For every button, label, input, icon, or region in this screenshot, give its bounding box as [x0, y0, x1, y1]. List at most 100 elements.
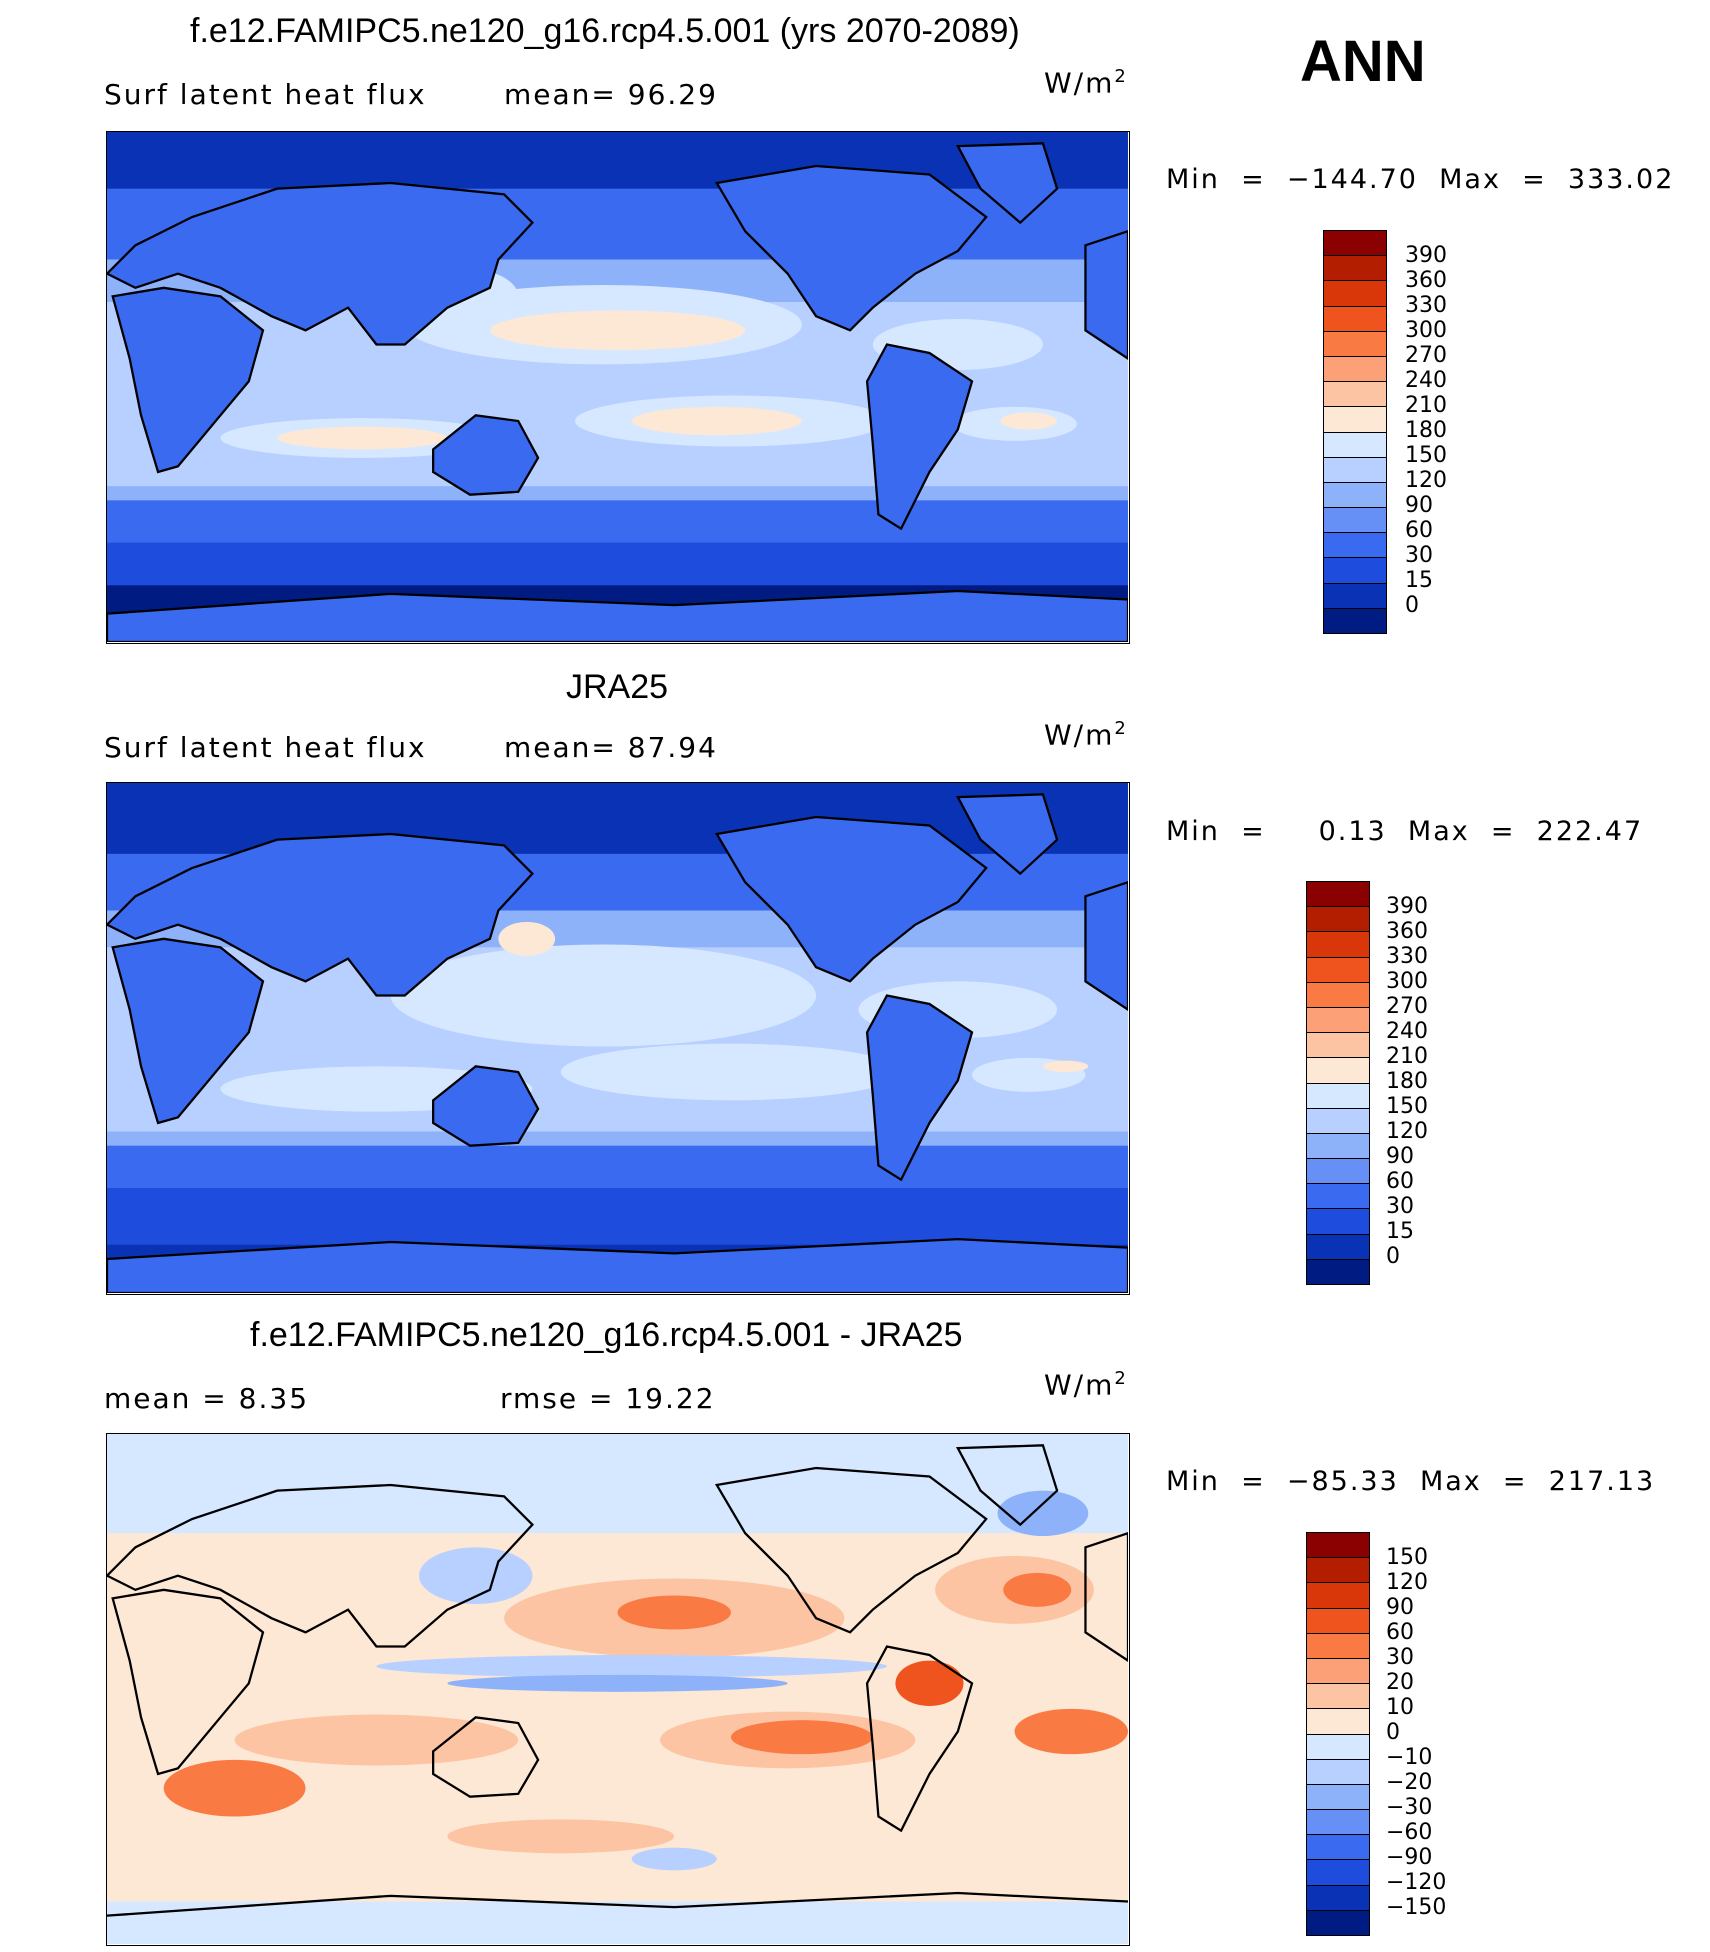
colorbar-segments: [1307, 1533, 1369, 1935]
map-patch: [1014, 1708, 1128, 1755]
colorbar-tick-label: −20: [1386, 1770, 1433, 1795]
colorbar-segment: [1307, 1809, 1369, 1835]
colorbar-segment: [1324, 607, 1386, 633]
colorbar-segment: [1307, 1006, 1369, 1033]
colorbar-segment: [1324, 456, 1386, 482]
colorbar-tick-label: 30: [1405, 543, 1433, 568]
colorbar-tick-label: 20: [1386, 1670, 1414, 1695]
map-band: [107, 500, 1128, 543]
colorbar-segment: [1307, 981, 1369, 1007]
panel-2-units: W/m2: [1044, 718, 1128, 752]
map-patch: [631, 406, 802, 436]
colorbar-segment: [1324, 481, 1386, 508]
colorbar-segment: [1307, 1132, 1369, 1159]
colorbar-tick-label: 390: [1386, 894, 1428, 919]
colorbar-segment: [1324, 355, 1386, 382]
panel-3-map: [106, 1433, 1130, 1946]
colorbar-segment: [1324, 582, 1386, 608]
map-patch: [631, 1847, 717, 1871]
colorbar-segment: [1307, 1183, 1369, 1209]
colorbar-tick-label: 0: [1386, 1720, 1400, 1745]
panel-1-map-svg: [107, 132, 1128, 642]
colorbar-tick-label: 60: [1386, 1620, 1414, 1645]
panel-1-mean-label: mean= 96.29: [504, 78, 718, 111]
colorbar-tick-label: 90: [1386, 1595, 1414, 1620]
colorbar-tick-label: 330: [1405, 293, 1447, 318]
panel-3-minmax: Min = −85.33 Max = 217.13: [1166, 1466, 1656, 1497]
panel-1-units: W/m2: [1044, 66, 1128, 100]
colorbar-segment: [1324, 381, 1386, 407]
colorbar-segment: [1307, 1258, 1369, 1284]
colorbar-segment: [1324, 406, 1386, 432]
panel-1-map: [106, 131, 1130, 644]
colorbar-tick-label: −90: [1386, 1845, 1433, 1870]
map-patch: [277, 426, 448, 450]
colorbar-tick-label: 360: [1386, 919, 1428, 944]
colorbar-tick-label: 15: [1405, 568, 1433, 593]
map-patch: [390, 944, 817, 1047]
colorbar-segment: [1324, 305, 1386, 331]
panel-2-colorbar: [1306, 881, 1370, 1285]
colorbar-tick-label: 120: [1386, 1119, 1428, 1144]
colorbar-segment: [1307, 882, 1369, 907]
colorbar-segment: [1307, 1082, 1369, 1108]
colorbar-segment: [1324, 557, 1386, 583]
colorbar-tick-label: −10: [1386, 1745, 1433, 1770]
colorbar-segment: [1307, 931, 1369, 957]
colorbar-segment: [1307, 1233, 1369, 1259]
panel-3-mean-label: mean = 8.35: [104, 1382, 310, 1415]
colorbar-segment: [1307, 1708, 1369, 1734]
colorbar-segment: [1307, 1557, 1369, 1583]
colorbar-tick-label: 150: [1405, 443, 1447, 468]
panel-1-colorbar-ticks: 390 360 330 300 270 240 210 180 150 120 90 60 30 15 0: [1405, 243, 1447, 618]
map-patch: [489, 310, 746, 351]
panel-3-colorbar-ticks: 150 120 90 60 30 20 10 0 −10 −20 −30 −60 −90 −120 −150: [1386, 1545, 1446, 1920]
colorbar-segment: [1307, 1582, 1369, 1608]
colorbar-segment: [1307, 1632, 1369, 1658]
colorbar-tick-label: 360: [1405, 268, 1447, 293]
panel-3-rmse-label: rmse = 19.22: [500, 1382, 716, 1415]
panel-1-colorbar: [1323, 230, 1387, 634]
map-patch: [447, 1819, 675, 1854]
map-patch: [997, 1490, 1089, 1536]
map-band: [107, 1434, 1128, 1534]
map-patch: [418, 1547, 533, 1604]
colorbar-tick-label: 270: [1405, 343, 1447, 368]
panel-1-title: f.e12.FAMIPC5.ne120_g16.rcp4.5.001 (yrs …: [190, 12, 1020, 50]
colorbar-segment: [1307, 1032, 1369, 1058]
colorbar-tick-label: 10: [1386, 1695, 1414, 1720]
map-patch: [234, 1714, 519, 1766]
colorbar-tick-label: 0: [1386, 1244, 1400, 1269]
map-patch: [730, 1720, 873, 1755]
colorbar-segment: [1307, 1834, 1369, 1860]
map-band: [107, 1188, 1128, 1245]
panel-2-minmax: Min = 0.13 Max = 222.47: [1166, 816, 1644, 847]
map-patch: [163, 1759, 306, 1817]
colorbar-segment: [1307, 1107, 1369, 1133]
panel-2-variable-label: Surf latent heat flux: [104, 731, 427, 764]
map-patch: [498, 921, 556, 956]
colorbar-tick-label: 30: [1386, 1194, 1414, 1219]
panel-3-title: f.e12.FAMIPC5.ne120_g16.rcp4.5.001 - JRA…: [250, 1316, 963, 1354]
colorbar-tick-label: 210: [1405, 393, 1447, 418]
colorbar-tick-label: −120: [1386, 1870, 1447, 1895]
colorbar-tick-label: 90: [1386, 1144, 1414, 1169]
colorbar-segment: [1324, 231, 1386, 256]
map-patch: [617, 1595, 731, 1630]
colorbar-segment: [1307, 1683, 1369, 1709]
colorbar-segments: [1324, 231, 1386, 633]
colorbar-tick-label: −30: [1386, 1795, 1433, 1820]
colorbar-tick-label: 240: [1386, 1019, 1428, 1044]
colorbar-segment: [1307, 956, 1369, 982]
colorbar-tick-label: 210: [1386, 1044, 1428, 1069]
colorbar-tick-label: 180: [1386, 1069, 1428, 1094]
colorbar-tick-label: 30: [1386, 1645, 1414, 1670]
map-patch: [895, 1660, 964, 1706]
colorbar-segment: [1307, 1208, 1369, 1234]
colorbar-tick-label: 120: [1405, 468, 1447, 493]
colorbar-tick-label: −60: [1386, 1820, 1433, 1845]
colorbar-tick-label: 0: [1405, 593, 1419, 618]
colorbar-segment: [1324, 431, 1386, 457]
panel-2-mean-label: mean= 87.94: [504, 731, 718, 764]
map-patch: [447, 1674, 788, 1692]
